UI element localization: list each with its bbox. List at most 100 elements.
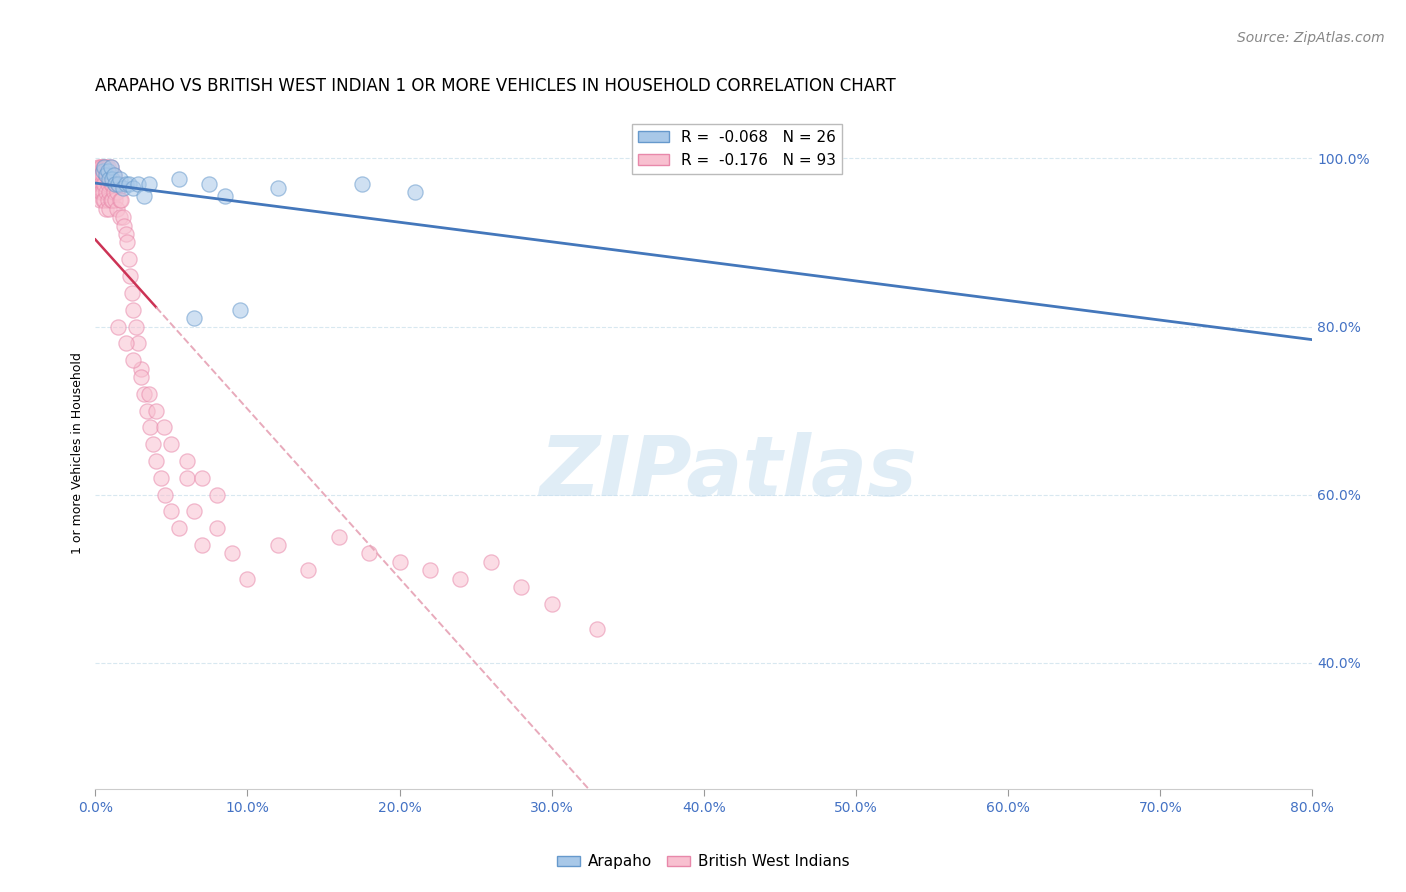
Point (89, 177, 111, 191)
Point (138, 386, 160, 401)
Point (108, 172, 131, 186)
Point (136, 403, 159, 417)
Point (160, 504, 183, 518)
Point (91, 168, 114, 182)
Point (118, 252, 141, 267)
Point (176, 454, 198, 468)
Point (105, 202, 128, 216)
Point (91, 185, 114, 199)
Point (191, 471, 214, 485)
Point (96, 177, 118, 191)
Point (205, 488, 228, 502)
Point (221, 546, 243, 560)
Point (191, 538, 214, 552)
Point (118, 177, 141, 191)
Point (93, 177, 115, 191)
Point (91, 160, 114, 174)
Point (107, 177, 129, 191)
Point (586, 622, 609, 636)
Point (94, 168, 117, 182)
Point (122, 302, 145, 317)
Point (108, 211, 131, 225)
Point (96, 164, 118, 178)
Point (139, 420, 162, 434)
Point (108, 194, 131, 208)
Point (98, 172, 121, 186)
Point (129, 370, 152, 384)
Point (100, 194, 122, 208)
Point (93, 160, 115, 174)
Point (104, 177, 127, 191)
Point (101, 177, 124, 191)
Point (155, 488, 177, 502)
Text: Source: ZipAtlas.com: Source: ZipAtlas.com (1237, 31, 1385, 45)
Point (91, 164, 114, 178)
Point (87, 168, 110, 182)
Point (120, 269, 142, 284)
Point (94, 168, 117, 182)
Point (117, 235, 139, 250)
Legend: Arapaho, British West Indians: Arapaho, British West Indians (551, 848, 855, 875)
Point (100, 160, 122, 174)
Point (114, 227, 136, 241)
Point (90, 168, 112, 182)
Point (149, 471, 172, 485)
Point (510, 580, 533, 594)
Point (101, 172, 124, 186)
Point (90, 177, 112, 191)
Point (107, 177, 129, 191)
Point (94, 185, 117, 199)
Point (142, 437, 165, 451)
Point (404, 185, 426, 199)
Point (176, 471, 198, 485)
Text: ZIPatlas: ZIPatlas (540, 433, 917, 513)
Point (93, 194, 115, 208)
Point (103, 168, 125, 182)
Point (94, 202, 117, 216)
Point (145, 454, 167, 468)
Point (91, 177, 114, 191)
Point (236, 572, 259, 586)
Point (359, 546, 381, 560)
Point (419, 563, 441, 577)
Y-axis label: 1 or more Vehicles in Household: 1 or more Vehicles in Household (72, 351, 84, 554)
Point (96, 160, 118, 174)
Point (89, 168, 111, 182)
Point (89, 160, 111, 174)
Point (122, 181, 145, 195)
Point (87, 160, 110, 174)
Point (96, 194, 118, 208)
Point (167, 521, 190, 535)
Point (104, 177, 127, 191)
Point (103, 168, 125, 182)
Point (328, 530, 350, 544)
Point (350, 177, 373, 191)
Point (450, 572, 472, 586)
Point (98, 202, 121, 216)
Text: ARAPAHO VS BRITISH WEST INDIAN 1 OR MORE VEHICLES IN HOUSEHOLD CORRELATION CHART: ARAPAHO VS BRITISH WEST INDIAN 1 OR MORE… (96, 78, 896, 95)
Point (89, 185, 111, 199)
Point (267, 181, 290, 195)
Point (111, 181, 134, 195)
Point (129, 361, 152, 376)
Point (91, 194, 114, 208)
Point (105, 185, 128, 199)
Point (479, 555, 502, 569)
Point (104, 194, 127, 208)
Point (127, 336, 149, 351)
Point (160, 437, 183, 451)
Point (107, 319, 129, 334)
Point (98, 185, 121, 199)
Point (153, 420, 176, 434)
Point (93, 160, 115, 174)
Point (132, 189, 155, 203)
Point (125, 319, 148, 334)
Point (100, 160, 122, 174)
Point (121, 285, 143, 300)
Point (100, 177, 122, 191)
Point (90, 185, 112, 199)
Point (388, 555, 411, 569)
Point (111, 211, 134, 225)
Point (138, 177, 160, 191)
Point (101, 194, 124, 208)
